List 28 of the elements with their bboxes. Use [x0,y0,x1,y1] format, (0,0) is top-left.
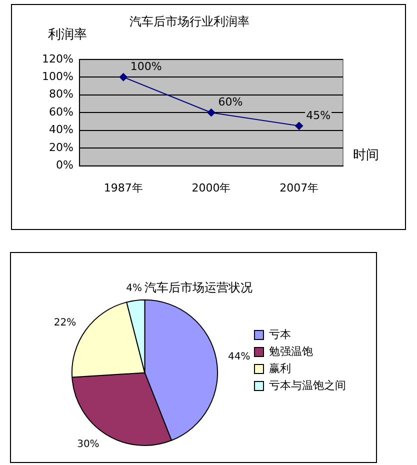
data-label: 4% [126,283,142,294]
x-tick-label: 2007年 [280,181,319,194]
chart-title: 汽车后市场行业利润率 [130,14,250,28]
point [207,108,216,117]
y-tick-label: 80% [48,88,74,101]
point [295,122,304,130]
x-tick-label: 1987年 [104,181,143,194]
y-tick-label: 100% [42,70,74,83]
y-tick-label: 120% [42,52,74,66]
legend-label: 赢利 [269,362,291,375]
x-axis-title: 时间 [353,148,379,164]
data-label: 100% [130,60,162,73]
legend-label: 亏本 [269,328,291,341]
chart-title: 汽车后市场运营状况 [144,280,252,294]
legend-label: 勉强温饱 [269,344,313,358]
y-tick-label: 20% [48,140,74,154]
data-label: 22% [54,317,76,328]
y-tick-label: 60% [48,105,74,118]
y-tick-label: 40% [48,123,74,136]
data-label: 45% [306,108,331,122]
x-tick-label: 2000年 [192,181,231,194]
y-tick-label: 0% [56,158,74,172]
y-axis-title: 利润率 [48,26,87,42]
data-label: 44% [228,351,250,362]
point [119,73,128,82]
data-label: 30% [77,438,100,450]
data-label: 60% [218,95,243,108]
legend-label: 亏本与温饱之间 [269,378,346,392]
